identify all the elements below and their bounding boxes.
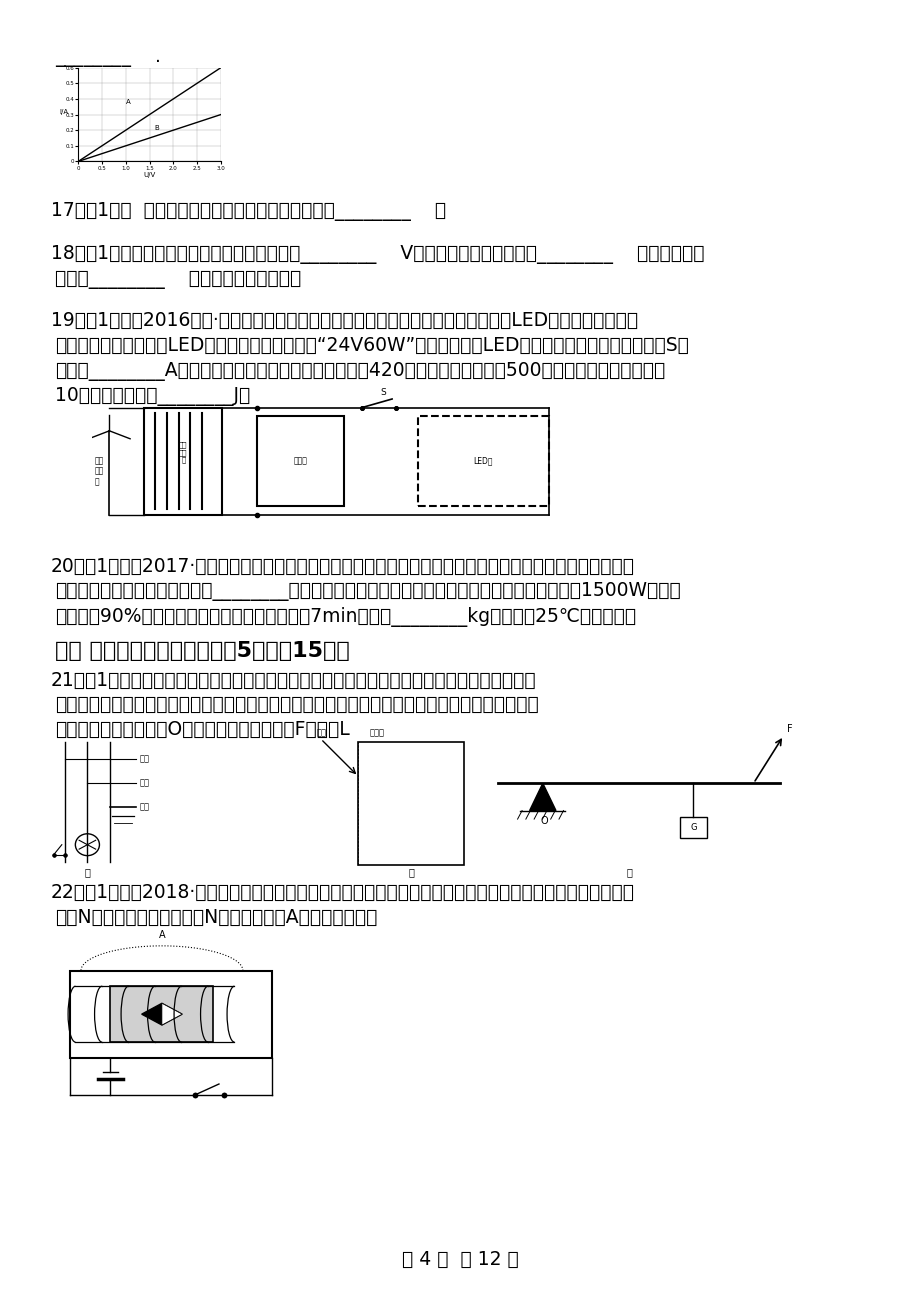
Text: 如图乙所示，一束光从空气斜射到玻璃砖上，请画出玻璃砖内的折射光线（要求保留作图痕迹）．: 如图乙所示，一束光从空气斜射到玻璃砖上，请画出玻璃砖内的折射光线（要求保留作图痕… — [55, 695, 539, 715]
Text: A: A — [126, 99, 130, 104]
Text: 17．（1分）  奥斯特实验表明：通电导体周围存在着________    。: 17．（1分） 奥斯特实验表明：通电导体周围存在着________ 。 — [51, 202, 445, 221]
Text: 10小时可节约电能________J．: 10小时可节约电能________J． — [55, 387, 250, 406]
Text: 三、 作图、实验与探究题（共5题；內15分）: 三、 作图、实验与探究题（共5题；內15分） — [55, 641, 349, 660]
Text: 21．（1分）请用笔画线代替导线，将图甲中的元件接入家庭电路，要求开关控制电灯后接入．: 21．（1分）请用笔画线代替导线，将图甲中的元件接入家庭电路，要求开关控制电灯后… — [51, 671, 536, 690]
Text: 管的N极、螺线管内小磁针的N极和磁感线上A点的磁场方向。: 管的N极、螺线管内小磁针的N极和磁感线上A点的磁场方向。 — [55, 907, 377, 927]
Text: S: S — [380, 388, 386, 397]
Text: 地线: 地线 — [140, 802, 150, 811]
Text: 第 4 页  八 12 页: 第 4 页 八 12 页 — [402, 1250, 517, 1269]
Polygon shape — [142, 1004, 182, 1025]
Bar — [110, 986, 213, 1042]
Text: 丙: 丙 — [626, 867, 631, 878]
Text: 线，用________    测量电路消耗的电能．: 线，用________ 测量电路消耗的电能． — [55, 270, 301, 289]
Text: F: F — [787, 724, 792, 734]
Text: 零线: 零线 — [140, 779, 150, 788]
Text: ________    .: ________ . — [55, 48, 161, 68]
Text: G: G — [689, 823, 696, 832]
Text: B: B — [154, 125, 159, 132]
X-axis label: U/V: U/V — [143, 172, 155, 178]
Text: 甲: 甲 — [85, 867, 90, 878]
Text: 玻璃砖: 玻璃砖 — [369, 728, 384, 737]
Text: 如图丙所示的杠杆中，O为支点，请画出图中功F的力臂L: 如图丙所示的杠杆中，O为支点，请画出图中功F的力臂L — [55, 720, 349, 740]
Text: 18．（1分）对人体来说，安全电压一般不高于________    V．在家庭电路中，通常用________    判断火线和零: 18．（1分）对人体来说，安全电压一般不高于________ V．在家庭电路中，… — [51, 245, 703, 264]
Text: LED灯: LED灯 — [473, 457, 493, 466]
Text: 原理图，该电路中两只LED灯是并联的，灯上标有“24V60W”字样．则两个LED灯正常发光时，通过光控开关S的: 原理图，该电路中两只LED灯是并联的，灯上标有“24V60W”字样．则两个LED… — [55, 336, 688, 355]
Text: 风力
发电
机: 风力 发电 机 — [94, 457, 103, 486]
Bar — [418, 417, 548, 506]
Text: 空气: 空气 — [317, 728, 326, 737]
Text: 这是由于电热水壶内部电热丝的________比导线的大．查看铭牌，小红了解到电热水壶的额定功率为1500W．若加: 这是由于电热水壶内部电热丝的________比导线的大．查看铭牌，小红了解到电热… — [55, 582, 680, 602]
Text: 乙: 乙 — [408, 867, 414, 878]
Y-axis label: I/A: I/A — [59, 108, 68, 115]
Bar — [257, 417, 344, 506]
Text: 电流为________A；如果用这种路灯替换发光亮度相同的420瓦的传统路灯，那么500套风光互补路灯每天工作: 电流为________A；如果用这种路灯替换发光亮度相同的420瓦的传统路灯，那… — [55, 362, 664, 381]
Polygon shape — [162, 1004, 182, 1025]
Text: 22．（1分）（2018·达州）如图所示是小明同学在研究通电螺线管极性时的情形，请标出开关闭合后通电螺线: 22．（1分）（2018·达州）如图所示是小明同学在研究通电螺线管极性时的情形，… — [51, 883, 634, 902]
Bar — [679, 818, 706, 838]
Text: 火线: 火线 — [140, 755, 150, 764]
Text: 蓄电池: 蓄电池 — [293, 457, 307, 466]
Text: A: A — [158, 930, 165, 940]
Bar — [70, 971, 272, 1057]
Text: 20．（1分）（2017·牡丹江）小红家新购买了一台电热水壶，用它烧水时发现水烧开了．而导线却几乎不热，: 20．（1分）（2017·牡丹江）小红家新购买了一台电热水壶，用它烧水时发现水烧… — [51, 557, 634, 577]
Text: 太阳
能电
板: 太阳 能电 板 — [179, 441, 187, 464]
Text: O: O — [540, 816, 548, 827]
Bar — [144, 408, 222, 514]
Polygon shape — [529, 784, 555, 811]
Text: 19．（1分）（2016九上·玉林月考）如图，是宿迁市区一交通道路上使用的风光互补LED路灯外形图和电路: 19．（1分）（2016九上·玉林月考）如图，是宿迁市区一交通道路上使用的风光互… — [51, 311, 637, 331]
Text: 热效率为90%，标准气压下，电热水壶正常工作7min，可将________kg，初温是25℃的水烧开．: 热效率为90%，标准气压下，电热水壶正常工作7min，可将________kg，… — [55, 607, 636, 626]
Bar — [358, 742, 463, 866]
